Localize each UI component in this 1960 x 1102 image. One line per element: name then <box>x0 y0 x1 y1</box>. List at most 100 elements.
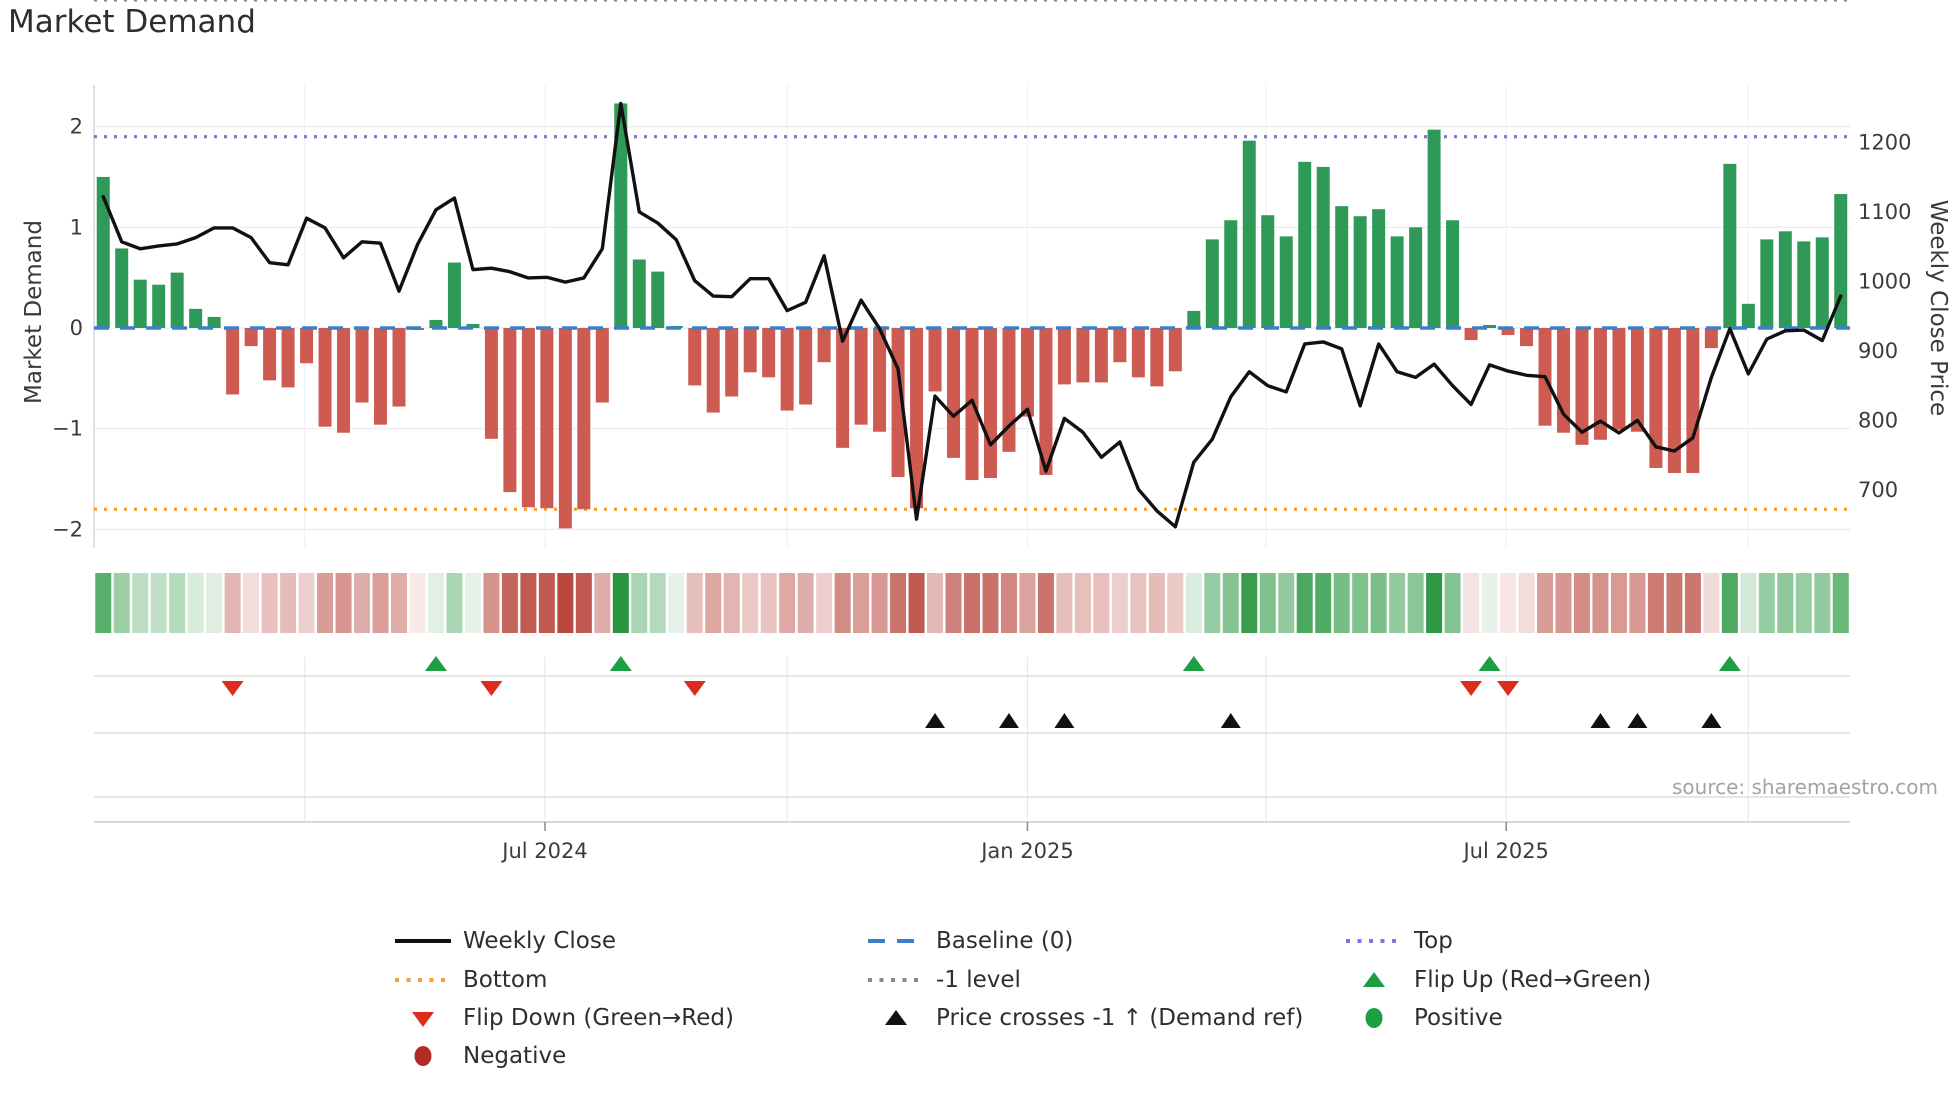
demand-bar <box>263 328 277 381</box>
heatmap-cell <box>1333 573 1350 633</box>
demand-bar <box>1039 328 1053 476</box>
demand-bar <box>1224 220 1238 328</box>
right-axis-title: Weekly Close Price <box>1925 199 1951 417</box>
demand-bar <box>1723 163 1737 328</box>
heatmap-cell <box>1481 573 1498 633</box>
heatmap-cell <box>1389 573 1406 633</box>
demand-bar <box>466 323 480 328</box>
demand-bar <box>300 328 314 364</box>
flip-down-marker <box>480 681 503 696</box>
flip-up-marker <box>1478 656 1501 671</box>
heatmap-cell <box>853 573 870 633</box>
heatmap-cell <box>1222 573 1239 633</box>
demand-bar <box>1834 194 1848 328</box>
heatmap-cell <box>1019 573 1036 633</box>
heatmap-cell <box>1056 573 1073 633</box>
heatmap-cell <box>705 573 722 633</box>
heatmap-cell <box>557 573 574 633</box>
heatmap-cell <box>1167 573 1184 633</box>
demand-bar <box>1076 328 1090 383</box>
heatmap-cell <box>1463 573 1480 633</box>
right-tick-label: 700 <box>1858 478 1898 502</box>
demand-bar <box>152 284 166 328</box>
heatmap-cell <box>927 573 944 633</box>
heatmap-cell <box>280 573 297 633</box>
heatmap-cell <box>169 573 186 633</box>
heatmap-cell <box>1647 573 1664 633</box>
demand-bar <box>1483 324 1497 328</box>
heatmap-cell <box>1814 573 1831 633</box>
demand-bar <box>688 328 702 386</box>
heatmap-cell <box>723 573 740 633</box>
demand-bar <box>836 328 850 448</box>
demand-bar <box>244 328 258 347</box>
right-tick-label: 800 <box>1858 408 1898 432</box>
heatmap-cell <box>354 573 371 633</box>
x-tick-label: Jul 2025 <box>1461 839 1548 863</box>
heatmap-cell <box>1037 573 1054 633</box>
heatmap-cell <box>1130 573 1147 633</box>
heatmap-cell <box>649 573 666 633</box>
flip-up-marker <box>424 656 447 671</box>
heatmap-cell <box>335 573 352 633</box>
heatmap-cell <box>1721 573 1738 633</box>
demand-bar <box>873 328 887 432</box>
demand-bar <box>540 328 554 509</box>
heatmap-cell <box>446 573 463 633</box>
left-tick-label: −2 <box>52 517 83 541</box>
demand-bar <box>780 328 794 411</box>
demand-bar <box>96 176 110 328</box>
demand-bar <box>854 328 868 425</box>
heatmap-cell <box>1111 573 1128 633</box>
heatmap-cell <box>187 573 204 633</box>
demand-bar <box>1131 328 1145 378</box>
heatmap-cell <box>686 573 703 633</box>
demand-bar <box>503 328 517 493</box>
heatmap-cell <box>594 573 611 633</box>
heatmap-cell <box>1795 573 1812 633</box>
demand-bar <box>1390 236 1404 328</box>
demand-bar <box>1427 129 1441 328</box>
demand-bar <box>1020 328 1034 417</box>
demand-bar <box>1205 239 1219 328</box>
demand-bar <box>577 328 591 510</box>
heatmap-cell <box>95 573 112 633</box>
heatmap-cell <box>224 573 241 633</box>
heatmap-cell <box>298 573 315 633</box>
heatmap-cell <box>908 573 925 633</box>
demand-bar <box>632 259 646 328</box>
demand-bar <box>1057 328 1071 385</box>
heatmap-cell <box>890 573 907 633</box>
flip-down-marker <box>683 681 706 696</box>
demand-bar <box>1741 303 1755 328</box>
heatmap-cell <box>1555 573 1572 633</box>
heatmap-cell <box>261 573 278 633</box>
demand-bar <box>447 262 461 328</box>
demand-bar <box>392 328 406 407</box>
demand-bar <box>170 272 184 328</box>
heatmap-cell <box>1204 573 1221 633</box>
heatmap-cell <box>1684 573 1701 633</box>
demand-bar <box>337 328 351 433</box>
price-cross-marker <box>1590 713 1611 728</box>
right-tick-label: 900 <box>1858 339 1898 363</box>
heatmap-cell <box>1315 573 1332 633</box>
demand-bar <box>1686 328 1700 474</box>
demand-bar <box>762 328 776 378</box>
heatmap-cell <box>132 573 149 633</box>
left-tick-label: −1 <box>52 417 83 441</box>
demand-bar <box>1002 328 1016 452</box>
demand-bar <box>947 328 961 458</box>
heatmap-cell <box>612 573 629 633</box>
heatmap-cell <box>1000 573 1017 633</box>
demand-bar <box>374 328 388 425</box>
demand-bar <box>429 319 443 328</box>
heatmap-cell <box>1592 573 1609 633</box>
price-line <box>101 101 1843 529</box>
page-title: Market Demand <box>8 4 256 40</box>
heatmap-cell <box>1777 573 1794 633</box>
heatmap-cell <box>1148 573 1165 633</box>
demand-bar <box>910 328 924 509</box>
demand-bar <box>743 328 757 373</box>
flip-down-marker <box>1460 681 1483 696</box>
